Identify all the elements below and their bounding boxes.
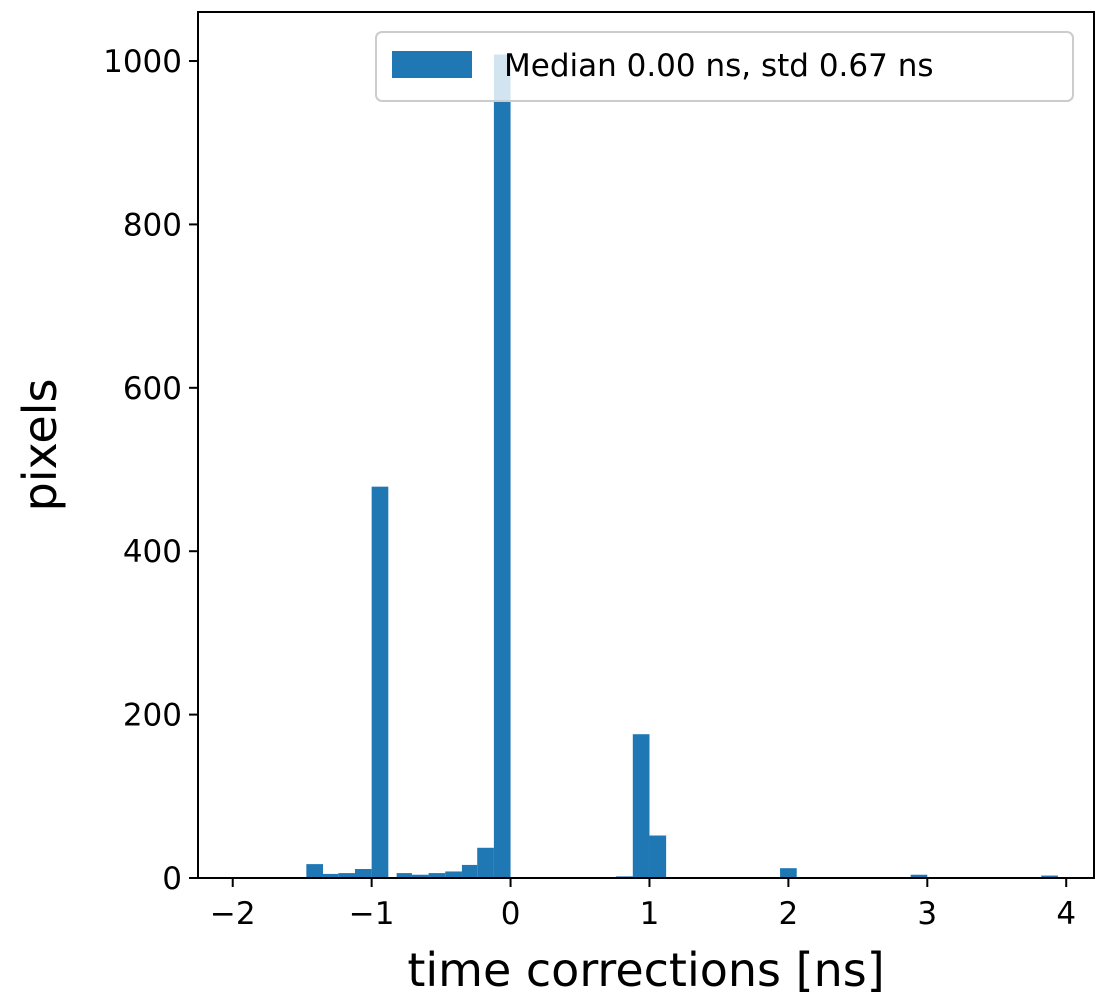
x-tick-label: 1 (640, 896, 660, 932)
histogram-bar (323, 873, 339, 878)
y-tick-label: 0 (162, 861, 182, 897)
histogram-bar (493, 54, 511, 878)
x-tick-label: −2 (210, 896, 256, 932)
x-tick-label: 4 (1056, 896, 1076, 932)
x-tick-label: 2 (779, 896, 799, 932)
legend-frame (375, 31, 1074, 102)
legend-label: Median 0.00 ns, std 0.67 ns (504, 48, 934, 84)
histogram-bar (411, 874, 429, 878)
x-tick-label: 3 (917, 896, 937, 932)
y-tick-label: 600 (123, 371, 182, 407)
y-axis: 0 200 400 600 800 1000 (103, 44, 198, 897)
histogram-bar (477, 847, 494, 878)
histogram-bar (1041, 875, 1058, 878)
histogram-bar (354, 869, 372, 878)
legend: Median 0.00 ns, std 0.67 ns (375, 31, 1074, 102)
histogram-bar (338, 873, 355, 878)
legend-swatch (392, 51, 472, 78)
histogram-bar (306, 864, 324, 878)
y-tick-label: 800 (123, 207, 182, 243)
histogram-bar (632, 734, 650, 878)
y-axis-title: pixels (13, 379, 67, 512)
x-axis-title: time corrections [ns] (407, 943, 884, 997)
histogram-bar (428, 873, 446, 878)
x-tick-label: 0 (501, 896, 521, 932)
y-tick-label: 1000 (103, 44, 182, 80)
bars-group (241, 54, 1058, 878)
histogram-bar (910, 874, 928, 878)
y-tick-label: 200 (123, 698, 182, 734)
histogram-bar (371, 486, 389, 878)
histogram-bar (445, 871, 462, 878)
x-axis: −2 −1 0 1 2 3 4 (210, 878, 1076, 932)
histogram-bar (649, 835, 667, 878)
x-tick-label: −1 (349, 896, 395, 932)
y-tick-label: 400 (123, 534, 182, 570)
plot-frame (197, 11, 1095, 879)
histogram-bar (396, 873, 412, 878)
histogram-bar (780, 868, 797, 878)
histogram-bar (461, 864, 478, 878)
